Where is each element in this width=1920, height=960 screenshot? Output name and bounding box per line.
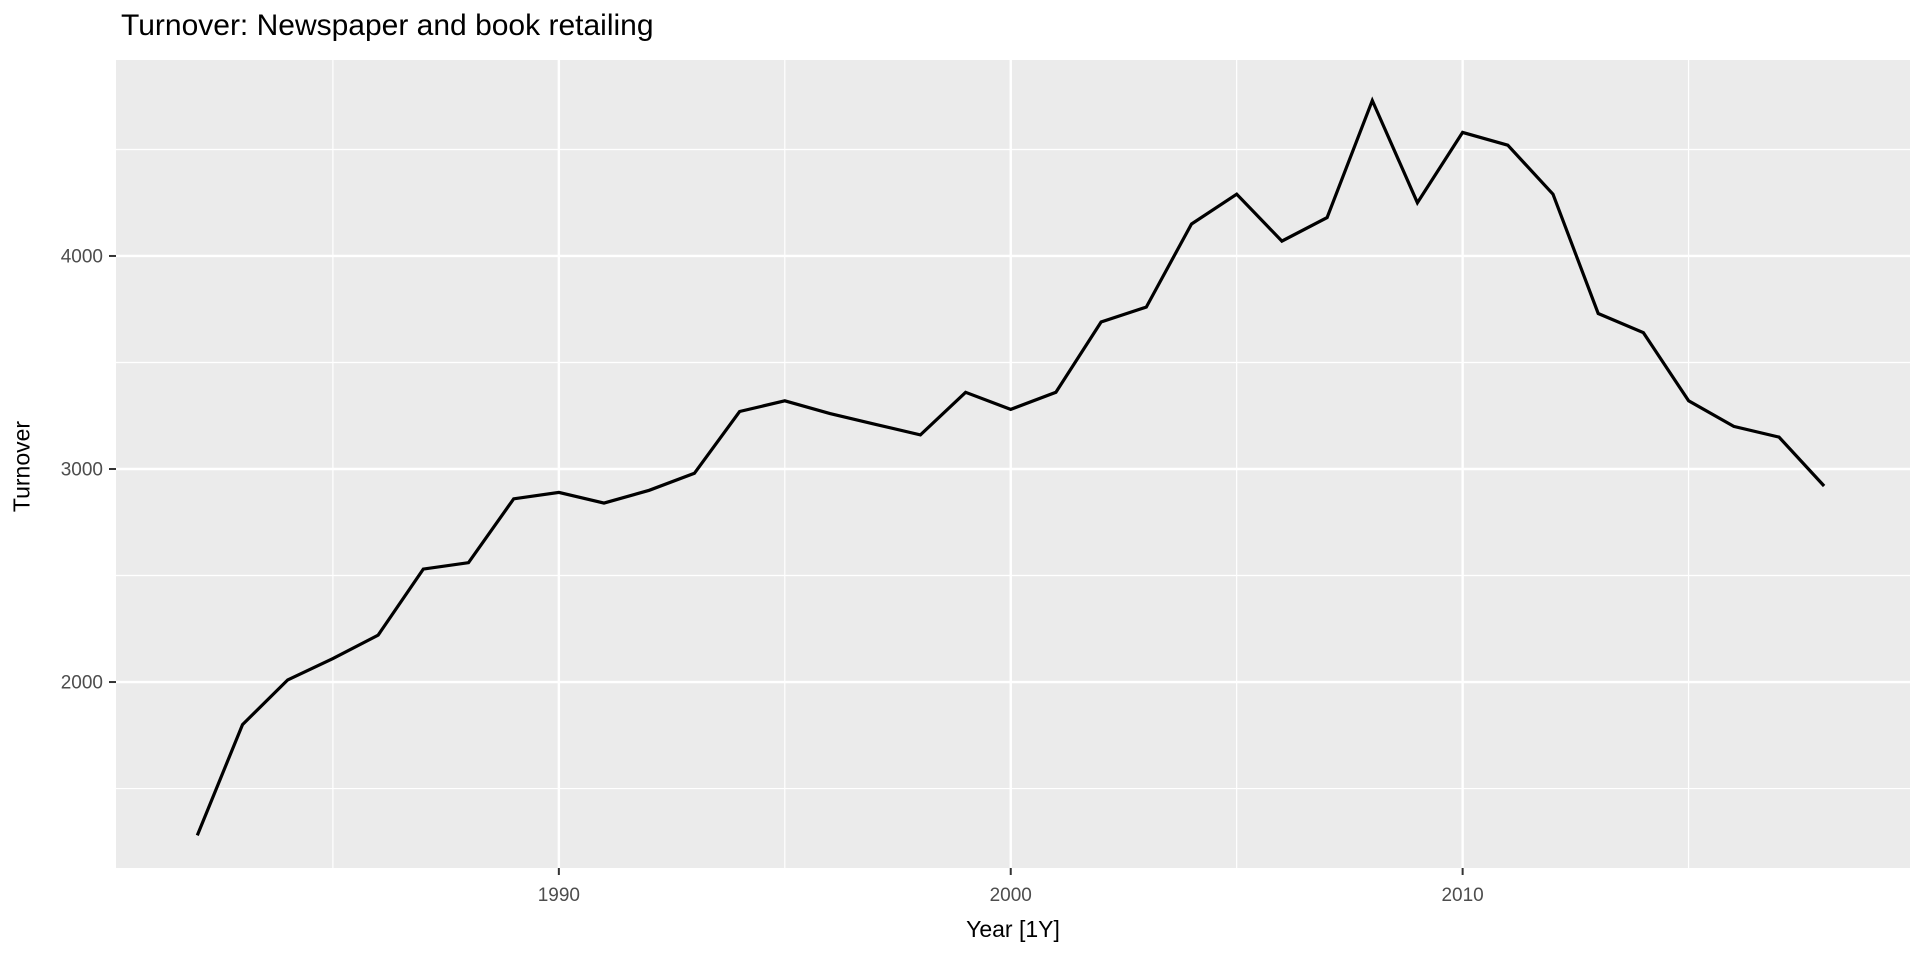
plot-panel: [116, 60, 1910, 868]
x-tick-label: 2010: [1441, 885, 1483, 906]
chart-title: Turnover: Newspaper and book retailing: [121, 9, 654, 42]
x-axis-title: Year [1Y]: [966, 916, 1060, 942]
y-tick-label: 4000: [61, 246, 103, 267]
y-axis-title: Turnover: [8, 420, 35, 513]
y-tick-label: 2000: [61, 673, 103, 694]
x-tick-label: 2000: [990, 885, 1032, 906]
data-line: [195, 96, 1826, 837]
y-tick-label: 3000: [61, 460, 103, 481]
x-tick-label: 1990: [538, 885, 580, 906]
